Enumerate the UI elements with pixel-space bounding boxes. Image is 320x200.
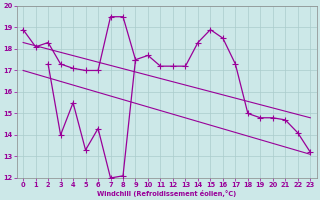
- X-axis label: Windchill (Refroidissement éolien,°C): Windchill (Refroidissement éolien,°C): [97, 190, 236, 197]
